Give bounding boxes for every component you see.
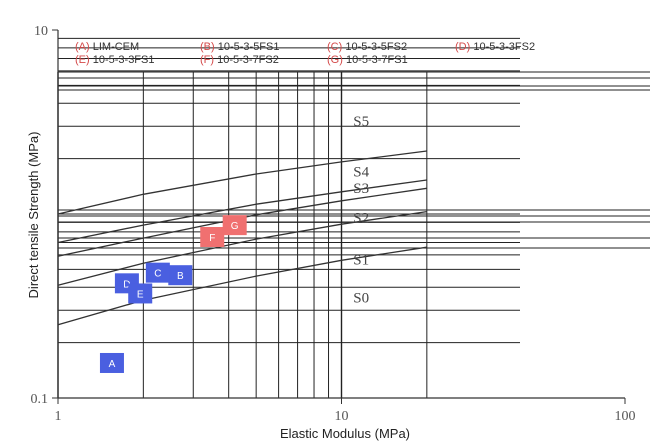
y-axis-title: Direct tensile Strength (MPa) <box>26 132 41 299</box>
point-marker <box>200 226 225 247</box>
point-marker <box>99 352 124 373</box>
legend-name: 10-5-3-3FS2 <box>470 41 535 53</box>
y-tick-label: 10 <box>34 24 48 39</box>
point-label: E <box>137 289 144 300</box>
x-tick-label: 100 <box>615 409 636 424</box>
zone-boundary-line <box>57 210 427 286</box>
point-label: B <box>177 271 184 282</box>
x-tick-label: 10 <box>335 409 349 424</box>
zone-boundary-line <box>57 187 427 257</box>
legend-item-b: (B) 10-5-3-5FS1 <box>200 41 279 53</box>
legend-item-c: (C) 10-5-3-5FS2 <box>327 41 407 53</box>
legend-code: (C) <box>327 41 342 53</box>
legend-item-e: (E) 10-5-3-3FS1 <box>75 54 154 66</box>
point-marker <box>168 265 193 286</box>
point-label: F <box>209 233 215 244</box>
zone-label-s2: S2 <box>353 210 369 226</box>
legend: (A) LIM-CEM (B) 10-5-3-5FS1 (C) 10-5-3-5FS… <box>75 41 535 66</box>
grid <box>57 37 650 398</box>
point-label: A <box>109 359 116 370</box>
point-marker <box>145 262 170 283</box>
point-label: C <box>154 269 161 280</box>
legend-item-a: (A) LIM-CEM <box>75 41 139 53</box>
data-points: A B C DE F G <box>99 215 247 373</box>
legend-name: 10-5-3-7FS1 <box>343 54 408 66</box>
legend-name: LIM-CEM <box>90 41 140 53</box>
legend-name: 10-5-3-3FS1 <box>90 54 155 66</box>
zone-boundary-line <box>57 150 427 215</box>
legend-name: 10-5-3-5FS1 <box>215 41 280 53</box>
legend-item-f: (F) 10-5-3-7FS2 <box>200 54 279 66</box>
y-tick-label: 0.1 <box>31 392 49 407</box>
legend-code: (E) <box>75 54 90 66</box>
legend-item-g: (G) 10-5-3-7FS1 <box>327 54 408 66</box>
x-axis-title: Elastic Modulus (MPa) <box>280 426 410 441</box>
legend-name: 10-5-3-7FS2 <box>214 54 279 66</box>
legend-code: (G) <box>327 54 343 66</box>
x-tick-label: 1 <box>55 409 62 424</box>
zone-boundary-line <box>57 246 427 326</box>
data-point-g: G <box>222 215 247 236</box>
zone-label-s4: S4 <box>353 164 369 180</box>
legend-code: (D) <box>455 41 470 53</box>
data-point-a: A <box>99 352 124 373</box>
data-point-e: E <box>128 283 153 304</box>
legend-code: (A) <box>75 41 90 53</box>
data-point-c: C <box>145 262 170 283</box>
data-point-f: F <box>200 226 225 247</box>
zone-label-s1: S1 <box>353 253 369 269</box>
zone-label-s3: S3 <box>353 181 369 197</box>
point-marker <box>222 215 247 236</box>
zone-boundaries <box>57 150 427 326</box>
zone-label-s0: S0 <box>353 291 369 307</box>
point-label: D <box>123 279 130 290</box>
zone-label-s5: S5 <box>353 114 369 130</box>
legend-code: (F) <box>200 54 214 66</box>
legend-code: (B) <box>200 41 215 53</box>
data-point-b: B <box>168 265 193 286</box>
legend-name: 10-5-3-5FS2 <box>342 41 407 53</box>
zone-boundary-line <box>57 179 427 244</box>
point-marker <box>128 283 153 304</box>
axes: 1 10 100 0.1 10 <box>31 24 636 424</box>
point-label: G <box>231 221 239 232</box>
legend-item-d: (D) 10-5-3-3FS2 <box>455 41 535 53</box>
